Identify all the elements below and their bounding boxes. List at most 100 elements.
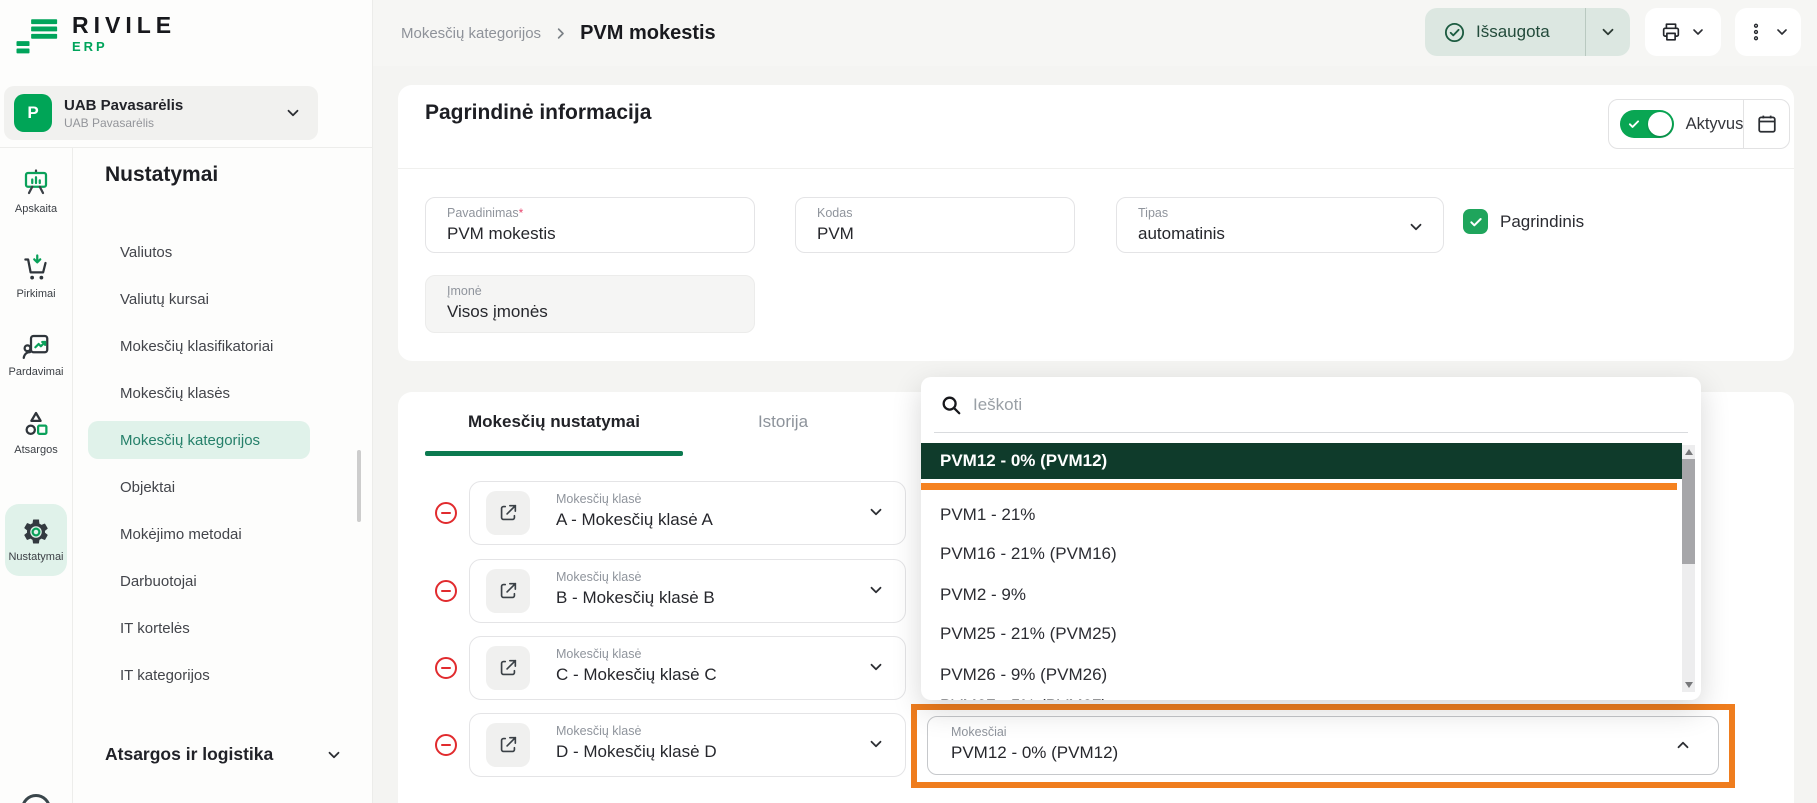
remove-row-button[interactable] <box>435 580 457 602</box>
dropdown-option[interactable]: PVM25 - 21% (PVM25) <box>940 624 1117 643</box>
tab-istorija[interactable]: Istorija <box>757 411 809 431</box>
brand-name: RIVILE <box>72 11 177 38</box>
pavadinimas-label: Pavadinimas <box>447 206 519 220</box>
sidebar-item-mokesciu-klasifikatoriai[interactable]: Mokesčių klasifikatoriai <box>120 337 274 355</box>
dropdown-option-selected[interactable]: PVM12 - 0% (PVM12) <box>921 443 1682 479</box>
tipas-select[interactable]: Tipas automatinis <box>1116 197 1444 253</box>
nav-rail-label: Apskaita <box>14 203 58 215</box>
company-selector[interactable]: P UAB Pavasarėlis UAB Pavasarėlis <box>4 86 318 140</box>
tipas-label: Tipas <box>1138 206 1169 220</box>
rivile-logo[interactable]: RIVILE ERP <box>10 8 176 58</box>
search-icon <box>940 394 962 416</box>
remove-row-button[interactable] <box>435 734 457 756</box>
save-menu-chevron[interactable] <box>1586 23 1630 41</box>
active-toggle[interactable] <box>1620 110 1674 138</box>
dropdown-option[interactable]: PVM1 - 21% <box>940 505 1036 524</box>
chevron-down-icon[interactable] <box>867 735 885 753</box>
save-status-label: Išsaugota <box>1476 22 1550 41</box>
kodas-label: Kodas <box>817 206 853 220</box>
sidebar-item-mokesciu-kategorijos[interactable]: Mokesčių kategorijos <box>88 421 310 459</box>
sidebar-item-it-korteles[interactable]: IT kortelės <box>120 619 190 637</box>
dropdown-option[interactable]: PVM2 - 9% <box>940 585 1026 604</box>
mokesciai-value: PVM12 - 0% (PVM12) <box>951 743 1119 762</box>
tax-class-row[interactable]: Mokesčių klasė B - Mokesčių klasė B <box>469 559 906 623</box>
dropdown-scrollbar[interactable] <box>1682 445 1695 692</box>
nav-rail-label: Pardavimai <box>8 366 64 378</box>
help-icon-partial[interactable] <box>21 794 51 803</box>
sidebar-scrollbar-thumb[interactable] <box>357 450 361 522</box>
external-link-icon <box>500 659 517 676</box>
calendar-button[interactable] <box>1744 113 1789 135</box>
tax-select-dropdown: PVM12 - 0% (PVM12) PVM1 - 21% PVM16 - 21… <box>921 377 1701 700</box>
pavadinimas-value: PVM mokestis <box>447 224 556 243</box>
mokesciai-select[interactable]: Mokesčiai PVM12 - 0% (PVM12) <box>927 716 1719 775</box>
external-link-button[interactable] <box>486 646 530 690</box>
chevron-down-icon[interactable] <box>867 581 885 599</box>
kodas-field[interactable]: Kodas PVM <box>795 197 1075 253</box>
sidebar-item-valiutu-kursai[interactable]: Valiutų kursai <box>120 290 209 308</box>
active-tab-underline <box>425 451 683 456</box>
company-avatar: P <box>14 94 52 132</box>
dropdown-search-input[interactable] <box>973 390 1593 420</box>
brand-tagline: ERP <box>72 38 108 54</box>
sidebar-title: Nustatymai <box>105 163 219 186</box>
chevron-right-icon <box>553 26 568 41</box>
save-status-button[interactable]: Išsaugota <box>1425 8 1630 56</box>
external-link-button[interactable] <box>486 569 530 613</box>
breadcrumb-parent[interactable]: Mokesčių kategorijos <box>401 24 542 42</box>
tax-class-row[interactable]: Mokesčių klasė A - Mokesčių klasė A <box>469 481 906 545</box>
nav-rail-item-nustatymai-active[interactable]: Nustatymai <box>5 504 67 576</box>
breadcrumb: Mokesčių kategorijos PVM mokestis <box>401 0 716 66</box>
sidebar-item-mokejimo-metodai[interactable]: Mokėjimo metodai <box>120 525 242 543</box>
sidebar-item-valiutos[interactable]: Valiutos <box>120 243 173 261</box>
remove-row-button[interactable] <box>435 657 457 679</box>
external-link-button[interactable] <box>486 723 530 767</box>
cart-icon <box>21 253 51 283</box>
sidebar-item-mokesciu-klases[interactable]: Mokesčių klasės <box>120 384 231 402</box>
imone-field: Įmonė Visos įmonės <box>425 275 755 333</box>
nav-rail-item-apskaita[interactable]: Apskaita <box>0 168 72 215</box>
sidebar-divider <box>0 147 373 148</box>
tax-class-row[interactable]: Mokesčių klasė C - Mokesčių klasė C <box>469 636 906 700</box>
print-button[interactable] <box>1645 8 1721 56</box>
sidebar-item-it-kategorijos[interactable]: IT kategorijos <box>120 666 210 684</box>
pagrindinis-label: Pagrindinis <box>1500 211 1585 231</box>
tax-class-row[interactable]: Mokesčių klasė D - Mokesčių klasė D <box>469 713 906 777</box>
chart-board-icon <box>21 168 51 198</box>
sidebar-item-darbuotojai[interactable]: Darbuotojai <box>120 572 197 590</box>
dropdown-scrollbar-thumb[interactable] <box>1682 459 1695 564</box>
dropdown-divider <box>934 432 1688 433</box>
chevron-down-icon <box>1774 24 1790 40</box>
nav-rail-item-pirkimai[interactable]: Pirkimai <box>0 253 72 300</box>
active-toggle-label: Aktyvus <box>1685 114 1744 133</box>
pagrindinis-checkbox-row[interactable]: Pagrindinis <box>1463 209 1584 234</box>
scroll-up-arrow[interactable] <box>1684 449 1693 455</box>
dropdown-option[interactable]: PVM16 - 21% (PVM16) <box>940 544 1117 563</box>
scroll-down-arrow[interactable] <box>1684 682 1693 688</box>
tab-mokesciu-nustatymai[interactable]: Mokesčių nustatymai <box>468 411 640 431</box>
chevron-up-icon <box>1674 736 1692 754</box>
company-subname: UAB Pavasarėlis <box>64 115 155 130</box>
remove-row-button[interactable] <box>435 502 457 524</box>
sidebar: RIVILE ERP P UAB Pavasarėlis UAB Pavasar… <box>0 0 373 803</box>
sidebar-item-objektai[interactable]: Objektai <box>120 478 176 496</box>
more-actions-button[interactable] <box>1735 8 1801 56</box>
sidebar-group-atsargos-ir-logistika[interactable]: Atsargos ir logistika <box>105 744 343 765</box>
toggle-knob <box>1647 112 1672 136</box>
external-link-button[interactable] <box>486 491 530 535</box>
nav-rail-item-atsargos[interactable]: Atsargos <box>0 409 72 456</box>
chevron-down-icon <box>284 104 302 122</box>
dropdown-option-clipped[interactable]: PVM27 - 5% (PVM27) <box>940 695 1107 700</box>
pavadinimas-field[interactable]: Pavadinimas* PVM mokestis <box>425 197 755 253</box>
imone-label: Įmonė <box>447 284 482 298</box>
required-asterisk: * <box>518 206 524 220</box>
dropdown-option[interactable]: PVM26 - 9% (PVM26) <box>940 665 1108 684</box>
nav-rail-item-pardavimai[interactable]: Pardavimai <box>0 331 72 378</box>
kodas-value: PVM <box>817 224 854 243</box>
chevron-down-icon[interactable] <box>867 503 885 521</box>
rail-divider <box>72 148 73 803</box>
checkbox-checked-icon[interactable] <box>1463 209 1488 234</box>
section-title: Pagrindinė informacija <box>425 101 652 124</box>
chevron-down-icon[interactable] <box>867 658 885 676</box>
gear-icon <box>21 517 51 547</box>
